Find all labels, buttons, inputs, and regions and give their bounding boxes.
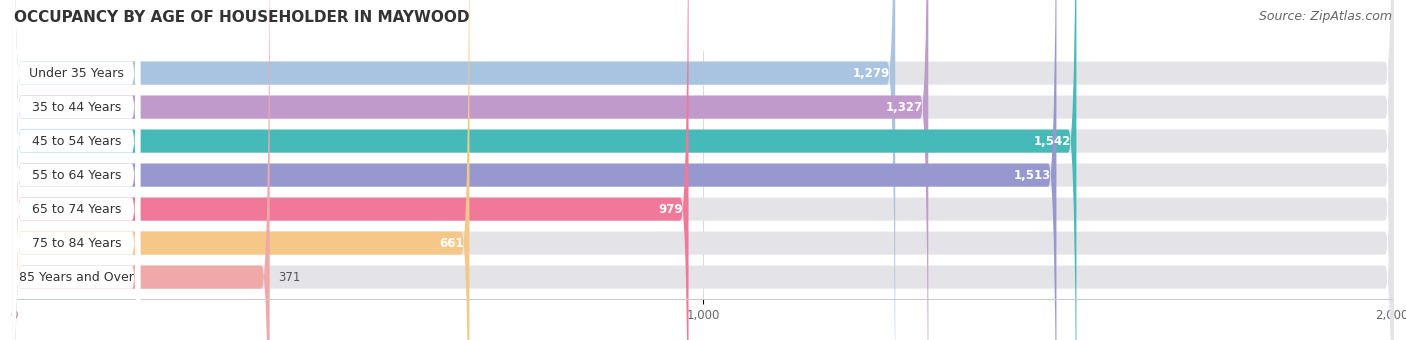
FancyBboxPatch shape — [13, 0, 141, 340]
Text: 1,279: 1,279 — [852, 67, 890, 80]
Text: 85 Years and Over: 85 Years and Over — [18, 271, 134, 284]
FancyBboxPatch shape — [13, 0, 141, 340]
FancyBboxPatch shape — [13, 0, 141, 340]
FancyBboxPatch shape — [13, 0, 1393, 340]
FancyBboxPatch shape — [13, 0, 141, 340]
FancyBboxPatch shape — [13, 0, 1393, 340]
Text: 661: 661 — [439, 237, 464, 250]
Text: Under 35 Years: Under 35 Years — [30, 67, 124, 80]
FancyBboxPatch shape — [13, 0, 1393, 340]
Text: 1,513: 1,513 — [1014, 169, 1050, 182]
Text: 45 to 54 Years: 45 to 54 Years — [32, 135, 121, 148]
Text: 979: 979 — [658, 203, 683, 216]
Text: 1,327: 1,327 — [886, 101, 922, 114]
Text: 35 to 44 Years: 35 to 44 Years — [32, 101, 121, 114]
Text: Source: ZipAtlas.com: Source: ZipAtlas.com — [1258, 10, 1392, 23]
FancyBboxPatch shape — [13, 0, 928, 340]
FancyBboxPatch shape — [13, 0, 1056, 340]
FancyBboxPatch shape — [13, 0, 1393, 340]
Text: 55 to 64 Years: 55 to 64 Years — [32, 169, 121, 182]
FancyBboxPatch shape — [13, 0, 141, 340]
FancyBboxPatch shape — [13, 0, 270, 340]
FancyBboxPatch shape — [13, 0, 1393, 340]
FancyBboxPatch shape — [13, 0, 689, 340]
FancyBboxPatch shape — [13, 0, 896, 340]
Text: 75 to 84 Years: 75 to 84 Years — [32, 237, 121, 250]
FancyBboxPatch shape — [13, 0, 1393, 340]
FancyBboxPatch shape — [13, 0, 141, 340]
Text: 1,542: 1,542 — [1033, 135, 1071, 148]
FancyBboxPatch shape — [13, 0, 141, 340]
FancyBboxPatch shape — [13, 0, 1393, 340]
Text: 371: 371 — [278, 271, 301, 284]
FancyBboxPatch shape — [13, 0, 470, 340]
Text: OCCUPANCY BY AGE OF HOUSEHOLDER IN MAYWOOD: OCCUPANCY BY AGE OF HOUSEHOLDER IN MAYWO… — [14, 10, 470, 25]
Text: 65 to 74 Years: 65 to 74 Years — [32, 203, 121, 216]
FancyBboxPatch shape — [13, 0, 1077, 340]
